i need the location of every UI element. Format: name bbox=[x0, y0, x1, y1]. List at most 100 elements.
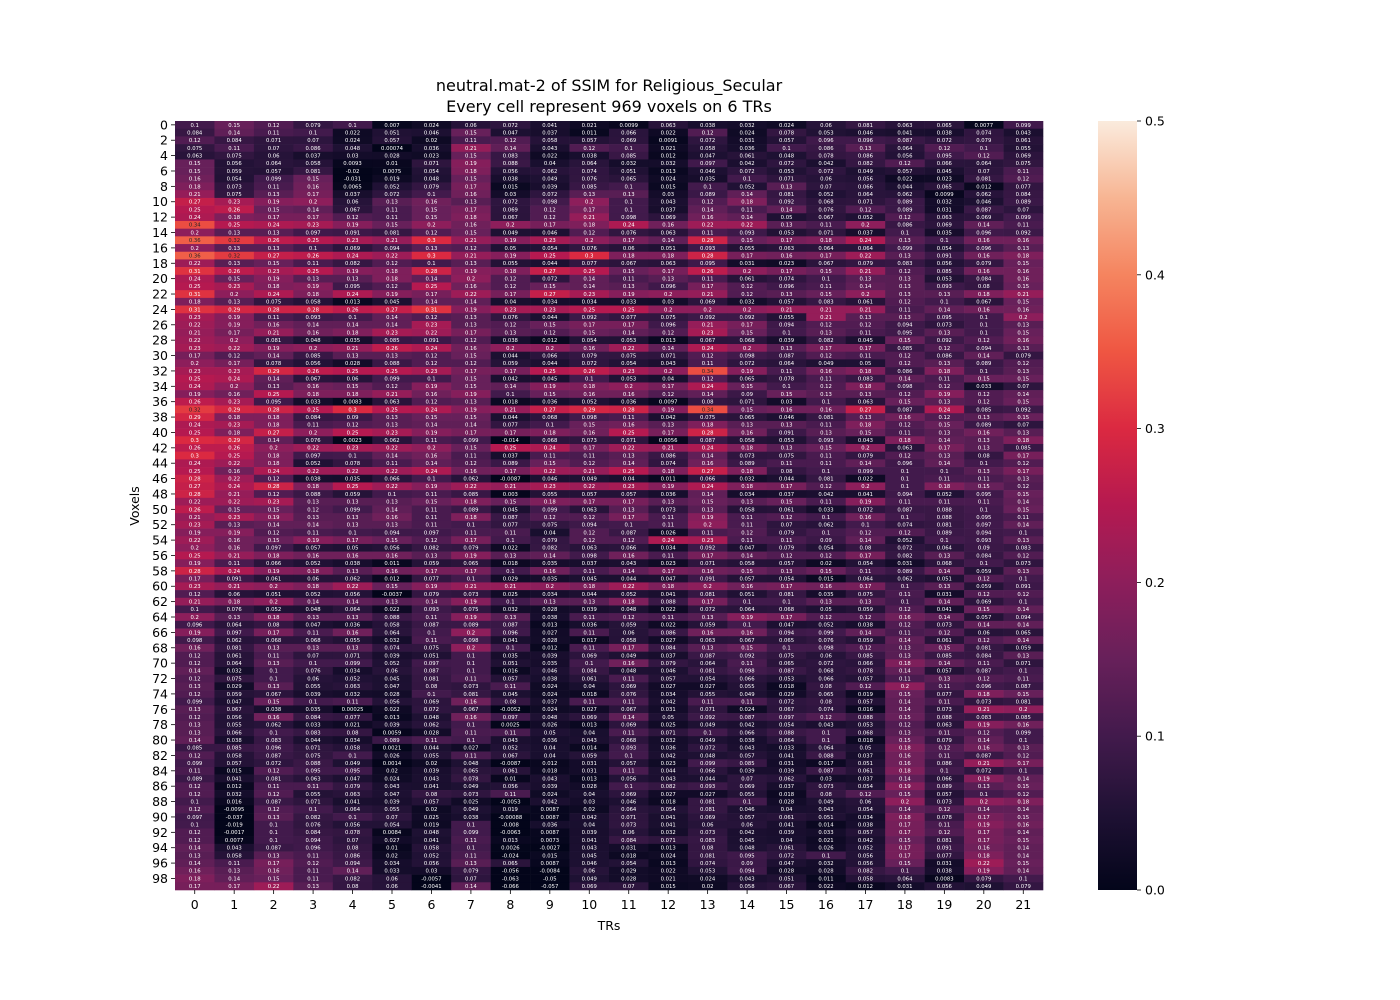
heatmap-cell bbox=[687, 251, 728, 260]
cell-value-label: 0.016 bbox=[227, 799, 243, 805]
cell-value-label: 0.04 bbox=[583, 730, 595, 736]
cell-value-label: 0.2 bbox=[230, 292, 238, 298]
cell-value-label: 0.24 bbox=[228, 569, 240, 575]
cell-value-label: 0.022 bbox=[897, 177, 912, 183]
heatmap-cell bbox=[1003, 251, 1044, 260]
cell-value-label: 0.11 bbox=[426, 507, 438, 513]
cell-value-label: 0.19 bbox=[504, 238, 516, 244]
cell-value-label: 0.12 bbox=[1017, 484, 1029, 490]
heatmap-cell bbox=[451, 374, 491, 383]
heatmap-cell bbox=[214, 290, 255, 299]
cell-value-label: 0.12 bbox=[189, 807, 201, 813]
heatmap-cell bbox=[490, 259, 531, 268]
heatmap-cell bbox=[214, 397, 255, 406]
heatmap-cell bbox=[214, 136, 255, 145]
heatmap-cell bbox=[1003, 313, 1044, 322]
heatmap-cell bbox=[766, 136, 807, 145]
cell-value-label: 0.25 bbox=[623, 469, 635, 475]
heatmap-cell bbox=[766, 213, 807, 222]
cell-value-label: 0.16 bbox=[978, 846, 990, 852]
cell-value-label: 0.076 bbox=[582, 246, 598, 252]
heatmap-cell bbox=[845, 305, 886, 314]
cell-value-label: 0.15 bbox=[1017, 492, 1029, 498]
heatmap-cell bbox=[687, 282, 728, 291]
heatmap-cell bbox=[569, 267, 610, 276]
heatmap-cell bbox=[293, 359, 334, 368]
cell-value-label: 0.058 bbox=[700, 146, 716, 152]
heatmap-cell bbox=[924, 128, 965, 137]
cell-value-label: 0.035 bbox=[345, 338, 360, 344]
cell-value-label: 0.1 bbox=[980, 792, 988, 798]
cell-value-label: 0.042 bbox=[740, 723, 755, 729]
heatmap-cell bbox=[964, 282, 1004, 291]
cell-value-label: 0.048 bbox=[621, 607, 637, 613]
heatmap-cell bbox=[727, 313, 768, 322]
heatmap-cell bbox=[490, 274, 531, 283]
heatmap-cell bbox=[293, 197, 334, 206]
heatmap-cell bbox=[1003, 397, 1044, 406]
heatmap-cell bbox=[411, 405, 452, 414]
cell-value-label: 0.062 bbox=[897, 576, 912, 582]
cell-value-label: 0.22 bbox=[426, 330, 438, 336]
cell-value-label: 0.057 bbox=[937, 792, 952, 798]
cell-value-label: 0.053 bbox=[937, 277, 952, 283]
cell-value-label: 0.13 bbox=[702, 507, 714, 513]
cell-value-label: 0.088 bbox=[306, 492, 322, 498]
heatmap-cell bbox=[806, 274, 847, 283]
cell-value-label: 0.08 bbox=[702, 846, 714, 852]
cell-value-label: -0.0052 bbox=[500, 707, 520, 713]
cell-value-label: 0.068 bbox=[306, 638, 322, 644]
cell-value-label: 0.17 bbox=[781, 584, 793, 590]
cell-value-label: 0.083 bbox=[306, 730, 321, 736]
cell-value-label: 0.012 bbox=[384, 576, 399, 582]
cell-value-label: 0.14 bbox=[1017, 776, 1029, 782]
heatmap-cell bbox=[372, 374, 413, 383]
x-tick-label: 14 bbox=[739, 897, 755, 912]
cell-value-label: 0.13 bbox=[1017, 369, 1029, 375]
cell-value-label: 0.097 bbox=[306, 453, 321, 459]
cell-value-label: 0.028 bbox=[582, 784, 598, 790]
cell-value-label: 0.22 bbox=[702, 223, 714, 229]
cell-value-label: 0.12 bbox=[741, 530, 753, 536]
cell-value-label: 0.18 bbox=[347, 330, 359, 336]
cell-value-label: 0.018 bbox=[779, 792, 795, 798]
cell-value-label: 0.14 bbox=[465, 423, 477, 429]
cell-value-label: 0.099 bbox=[345, 661, 360, 667]
cell-value-label: 0.15 bbox=[899, 400, 911, 406]
heatmap-cell bbox=[845, 313, 886, 322]
heatmap-cell bbox=[332, 344, 373, 352]
heatmap-cell bbox=[530, 313, 570, 322]
cell-value-label: 0.069 bbox=[976, 215, 991, 221]
heatmap-cell bbox=[687, 320, 728, 329]
cell-value-label: 0.11 bbox=[268, 653, 280, 659]
cell-value-label: 0.058 bbox=[740, 438, 756, 444]
heatmap-cell bbox=[451, 405, 491, 414]
cell-value-label: 0.07 bbox=[1017, 207, 1029, 213]
heatmap-cell bbox=[451, 305, 491, 314]
heatmap-cell bbox=[411, 167, 452, 176]
cell-value-label: 0.21 bbox=[228, 584, 240, 590]
cell-value-label: 0.031 bbox=[897, 561, 912, 567]
cell-value-label: 0.18 bbox=[741, 484, 753, 490]
heatmap-cell bbox=[727, 413, 768, 422]
cell-value-label: 0.15 bbox=[228, 507, 240, 513]
cell-value-label: 0.18 bbox=[465, 169, 477, 175]
cell-value-label: 0.23 bbox=[268, 269, 280, 275]
cell-value-label: 0.1 bbox=[348, 815, 356, 821]
cell-value-label: 0.072 bbox=[897, 546, 912, 552]
cell-value-label: 0.1 bbox=[782, 600, 790, 606]
cell-value-label: 0.17 bbox=[504, 430, 516, 436]
heatmap-cell bbox=[1003, 390, 1044, 399]
cell-value-label: 0.077 bbox=[503, 523, 518, 529]
cell-value-label: 0.25 bbox=[347, 484, 359, 490]
y-tick-label: 34 bbox=[152, 379, 168, 394]
cell-value-label: 0.17 bbox=[978, 838, 990, 844]
cell-value-label: 0.022 bbox=[818, 884, 833, 890]
cell-value-label: 0.094 bbox=[345, 861, 361, 867]
cell-value-label: 0.28 bbox=[307, 307, 319, 313]
heatmap-cell bbox=[253, 405, 294, 414]
cell-value-label: 0.087 bbox=[266, 753, 281, 759]
cell-value-label: 0.08 bbox=[978, 284, 990, 290]
cell-value-label: 0.34 bbox=[702, 407, 714, 413]
cell-value-label: 0.088 bbox=[779, 730, 795, 736]
